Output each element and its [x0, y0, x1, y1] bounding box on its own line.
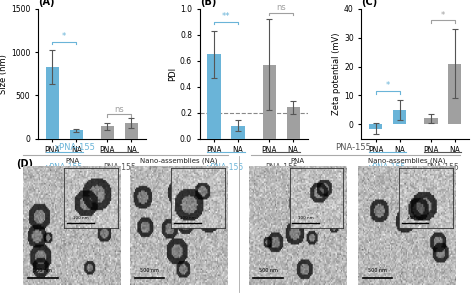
Text: Nano-assemblies (NA): Nano-assemblies (NA) [140, 158, 218, 165]
Bar [125, 123, 138, 139]
Text: PNA-155: PNA-155 [427, 163, 459, 172]
Text: PNA-155: PNA-155 [335, 143, 371, 152]
Text: PNA-155: PNA-155 [265, 163, 298, 172]
Text: γPNA-155: γPNA-155 [369, 163, 406, 172]
Text: **: ** [222, 12, 230, 21]
Text: Nano-assemblies (NA): Nano-assemblies (NA) [368, 158, 446, 165]
Text: ns: ns [115, 105, 124, 114]
Text: *: * [441, 11, 445, 19]
Text: *: * [62, 32, 66, 41]
Text: PNA: PNA [65, 158, 79, 165]
Bar [231, 126, 245, 139]
Y-axis label: Size (nm): Size (nm) [0, 54, 8, 94]
Bar [393, 110, 406, 124]
Text: (C): (C) [361, 0, 378, 7]
Text: (A): (A) [38, 0, 55, 7]
Bar [424, 119, 438, 124]
Bar [46, 67, 59, 139]
Bar [101, 126, 114, 139]
Y-axis label: Zeta potential (mV): Zeta potential (mV) [332, 32, 341, 115]
Text: γPNA-155: γPNA-155 [55, 143, 96, 152]
Text: (B): (B) [200, 0, 216, 7]
Y-axis label: PDI: PDI [168, 67, 177, 81]
Text: (D): (D) [17, 159, 34, 169]
Bar [208, 54, 220, 139]
Bar [287, 107, 300, 139]
Text: ns: ns [276, 3, 286, 12]
Text: PNA-155: PNA-155 [103, 163, 136, 172]
Bar [70, 130, 83, 139]
Text: γPNA-155: γPNA-155 [46, 163, 83, 172]
Text: γPNA-155: γPNA-155 [208, 163, 245, 172]
Text: *: * [386, 81, 390, 90]
Text: PNA: PNA [291, 158, 304, 165]
Bar [369, 124, 383, 129]
Bar [448, 64, 462, 124]
Bar [263, 65, 276, 139]
